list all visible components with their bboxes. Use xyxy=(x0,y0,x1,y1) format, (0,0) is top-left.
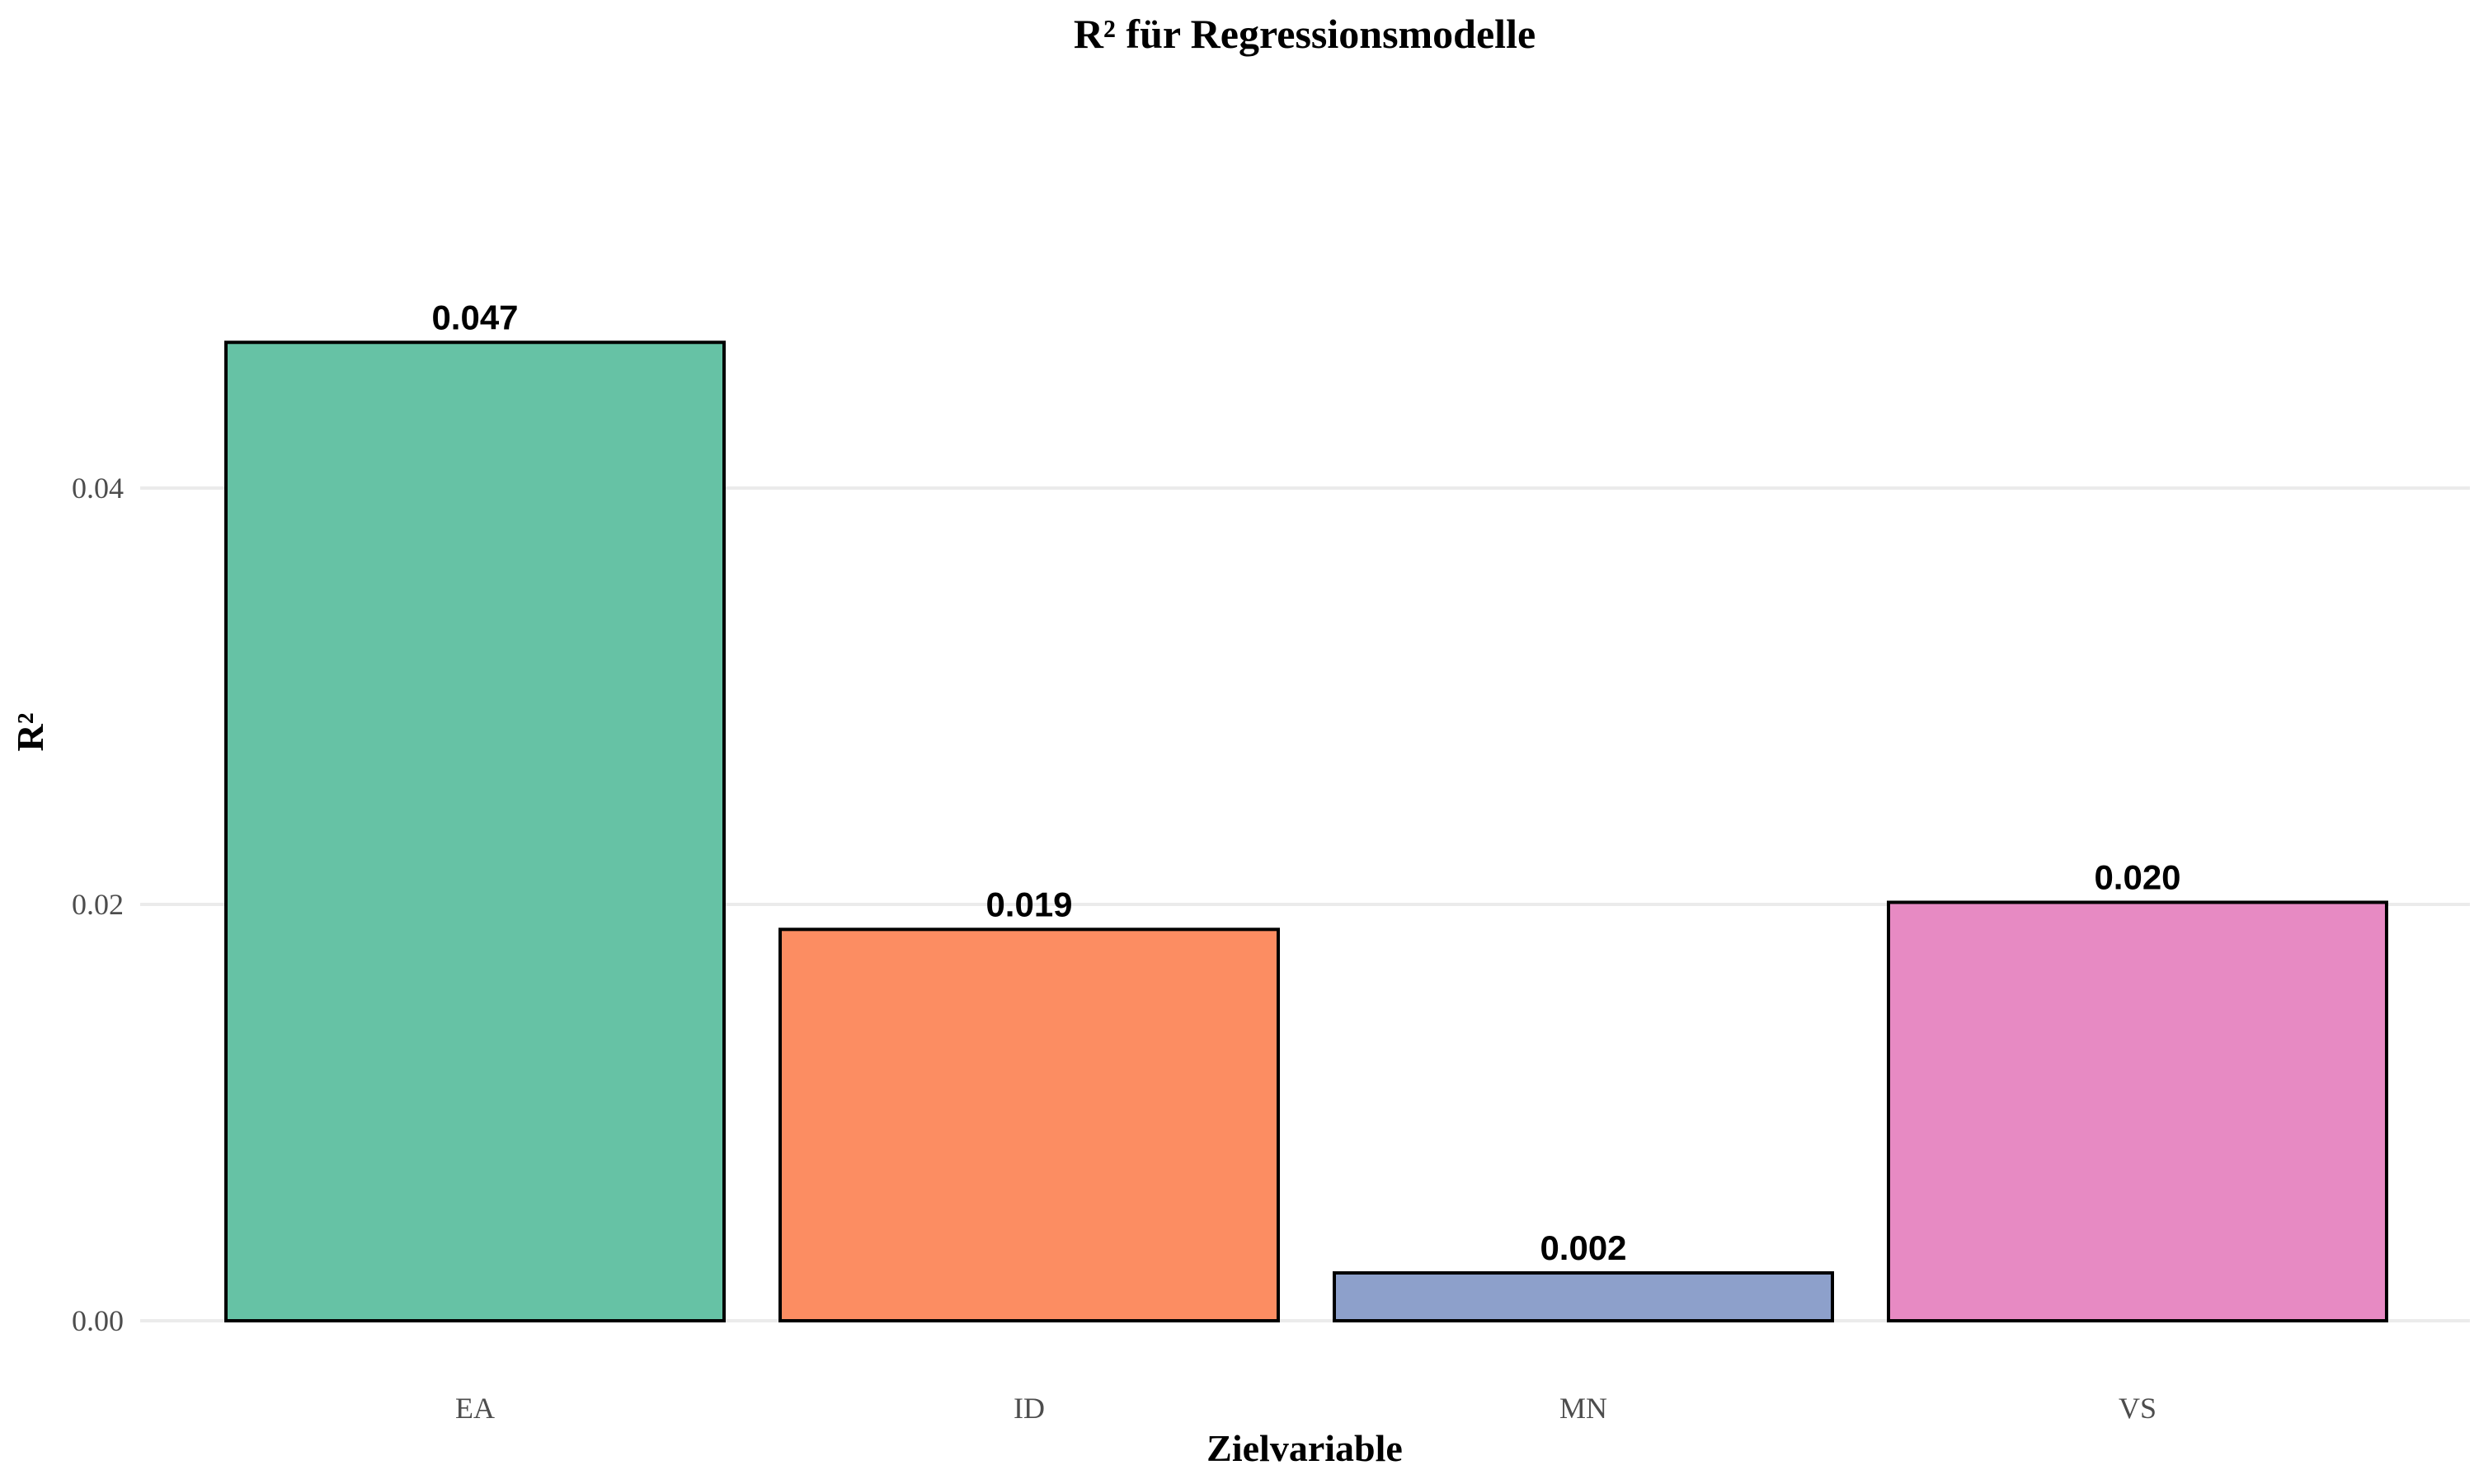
x-tick-label-ea: EA xyxy=(455,1392,495,1425)
bar-ea xyxy=(224,340,726,1322)
x-axis-ticks: EA ID MN VS xyxy=(455,1392,2157,1425)
x-tick-label-mn: MN xyxy=(1559,1392,1607,1425)
bar-mn xyxy=(1333,1270,1834,1323)
y-tick-label: 0.04 xyxy=(72,472,124,505)
data-label-vs: 0.020 xyxy=(2094,857,2180,896)
x-axis-title: Zielvariable xyxy=(1206,1427,1403,1469)
chart-title: R² für Regressionsmodelle xyxy=(1074,11,1536,57)
data-label-mn: 0.002 xyxy=(1540,1228,1626,1267)
y-axis-title: R² xyxy=(9,712,51,751)
bar-id xyxy=(778,928,1280,1323)
data-labels: 0.047 0.019 0.002 0.020 xyxy=(431,298,2180,1267)
bars xyxy=(224,340,2388,1323)
y-tick-label: 0.02 xyxy=(72,888,124,921)
y-axis-ticks: 0.00 0.02 0.04 xyxy=(72,472,124,1337)
data-label-id: 0.019 xyxy=(985,885,1072,923)
x-tick-label-vs: VS xyxy=(2119,1392,2157,1425)
bar-vs xyxy=(1887,900,2388,1322)
x-tick-label-id: ID xyxy=(1014,1392,1045,1425)
y-tick-label: 0.00 xyxy=(72,1304,124,1337)
data-label-ea: 0.047 xyxy=(431,298,518,336)
